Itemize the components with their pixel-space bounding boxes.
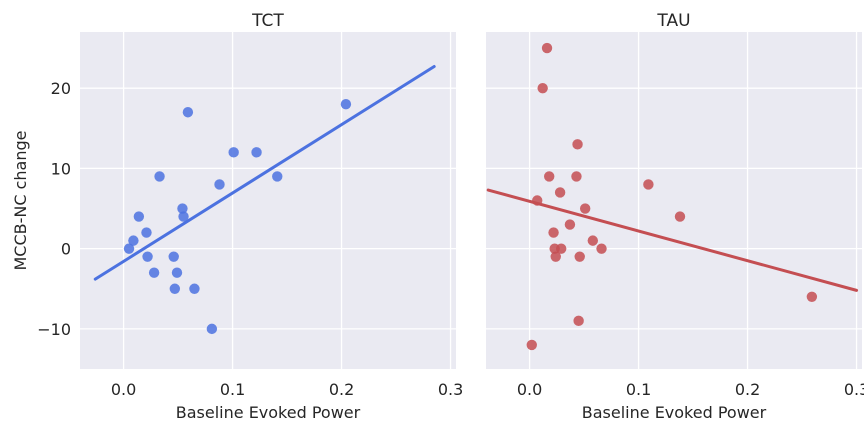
data-point <box>178 211 189 222</box>
data-point <box>272 171 283 182</box>
x-tick-label: 0.1 <box>220 380 245 399</box>
x-tick-label: 0.3 <box>844 380 864 399</box>
x-tick-labels-tau: 0.0 0.1 0.2 0.3 <box>517 380 864 399</box>
data-point <box>214 179 225 190</box>
x-axis-label-tct: Baseline Evoked Power <box>176 403 361 422</box>
x-axis-label-tau: Baseline Evoked Power <box>582 403 767 422</box>
x-tick-labels-tct: 0.0 0.1 0.2 0.3 <box>111 380 463 399</box>
data-point <box>171 267 183 278</box>
series-tct <box>93 65 436 335</box>
data-point <box>182 107 194 118</box>
y-tick-label: −10 <box>37 320 71 339</box>
x-tick-label: 0.3 <box>438 380 463 399</box>
data-point <box>674 211 686 222</box>
data-point <box>128 235 139 246</box>
data-point <box>587 235 599 246</box>
data-point <box>554 187 566 198</box>
data-point <box>154 171 165 182</box>
x-tick-label: 0.0 <box>111 380 136 399</box>
regression-line <box>486 188 859 292</box>
data-point <box>526 339 537 351</box>
data-point <box>573 315 584 327</box>
data-point <box>643 179 654 190</box>
plot-area-tct <box>80 32 456 369</box>
data-point <box>556 243 567 254</box>
y-tick-label: 10 <box>51 159 71 178</box>
chart-panel-tct: TCT −10 0 10 20 0.0 0.1 0.2 0.3 Baseline Evoke… <box>11 11 463 422</box>
x-tick-label: 0.0 <box>517 380 542 399</box>
data-point <box>537 82 548 94</box>
y-tick-label: 20 <box>51 79 71 98</box>
data-point <box>142 251 153 262</box>
data-point <box>148 267 160 278</box>
data-point <box>206 323 218 335</box>
data-point <box>579 203 591 214</box>
data-point <box>340 99 352 110</box>
data-point <box>177 203 188 214</box>
x-tick-label: 0.2 <box>735 380 760 399</box>
y-tick-labels-tct: −10 0 10 20 <box>37 79 71 339</box>
data-point <box>168 251 179 262</box>
data-point <box>169 283 181 294</box>
chart-title-tct: TCT <box>251 11 284 31</box>
data-point <box>596 243 607 254</box>
data-point <box>133 211 145 222</box>
y-axis-label: MCCB-NC change <box>11 130 30 270</box>
series-tau <box>486 42 859 351</box>
chart-panel-tau: TAU 0.0 0.1 0.2 0.3 Baseline Evoked Power <box>486 11 864 422</box>
data-point <box>572 139 583 150</box>
data-point <box>564 219 576 230</box>
chart-title-tau: TAU <box>656 11 690 31</box>
data-point <box>251 147 262 158</box>
data-point <box>550 251 561 262</box>
data-point <box>544 171 555 182</box>
data-point <box>571 171 582 182</box>
data-point <box>548 227 559 238</box>
data-point <box>541 42 553 54</box>
data-point <box>123 243 135 254</box>
y-tick-label: 0 <box>61 240 71 259</box>
data-point <box>189 283 200 294</box>
data-point <box>806 291 818 302</box>
data-point <box>574 251 585 262</box>
x-tick-label: 0.1 <box>626 380 651 399</box>
data-point <box>141 227 152 238</box>
x-tick-label: 0.2 <box>329 380 354 399</box>
data-point <box>228 147 239 158</box>
regression-line <box>93 65 436 281</box>
